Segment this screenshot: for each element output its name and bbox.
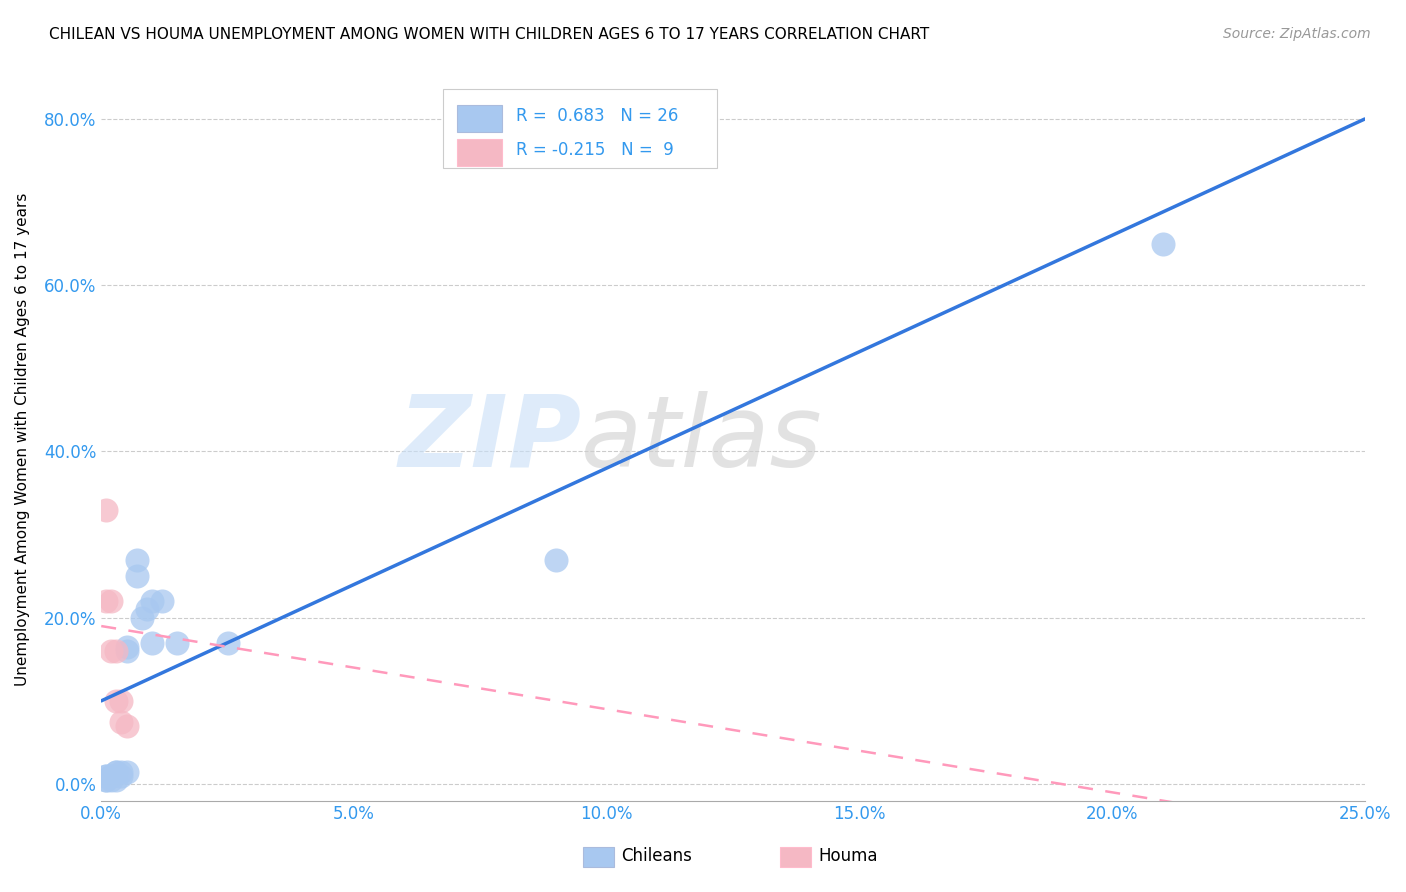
Point	[115, 644, 138, 658]
Text: R = -0.215   N =  9: R = -0.215 N = 9	[516, 141, 673, 159]
Point	[110, 694, 132, 708]
Point	[100, 594, 122, 608]
Y-axis label: Unemployment Among Women with Children Ages 6 to 17 years: Unemployment Among Women with Children A…	[15, 193, 30, 686]
Point	[105, 764, 128, 779]
Point	[96, 772, 118, 787]
Point	[100, 772, 122, 787]
Text: R =  0.683   N = 26: R = 0.683 N = 26	[516, 107, 678, 125]
Point	[96, 502, 118, 516]
Text: Houma: Houma	[818, 847, 877, 865]
Point	[1152, 236, 1174, 251]
Point	[100, 769, 122, 783]
Point	[131, 611, 153, 625]
Point	[96, 769, 118, 783]
Point	[105, 644, 128, 658]
Text: ZIP: ZIP	[398, 391, 581, 488]
Text: CHILEAN VS HOUMA UNEMPLOYMENT AMONG WOMEN WITH CHILDREN AGES 6 TO 17 YEARS CORRE: CHILEAN VS HOUMA UNEMPLOYMENT AMONG WOME…	[49, 27, 929, 42]
Point	[110, 714, 132, 729]
Point	[105, 772, 128, 787]
Point	[96, 769, 118, 783]
Point	[150, 594, 173, 608]
Point	[115, 640, 138, 654]
Text: atlas: atlas	[581, 391, 823, 488]
Point	[115, 719, 138, 733]
Text: Source: ZipAtlas.com: Source: ZipAtlas.com	[1223, 27, 1371, 41]
Point	[110, 764, 132, 779]
Point	[105, 694, 128, 708]
Point	[141, 635, 163, 649]
Point	[115, 764, 138, 779]
Point	[105, 764, 128, 779]
Point	[100, 644, 122, 658]
Point	[110, 769, 132, 783]
Point	[100, 769, 122, 783]
Point	[125, 552, 148, 566]
Point	[96, 772, 118, 787]
Point	[125, 569, 148, 583]
Point	[135, 602, 157, 616]
Text: Chileans: Chileans	[621, 847, 692, 865]
Point	[546, 552, 568, 566]
Point	[96, 594, 118, 608]
Point	[141, 594, 163, 608]
Point	[166, 635, 188, 649]
Point	[217, 635, 239, 649]
